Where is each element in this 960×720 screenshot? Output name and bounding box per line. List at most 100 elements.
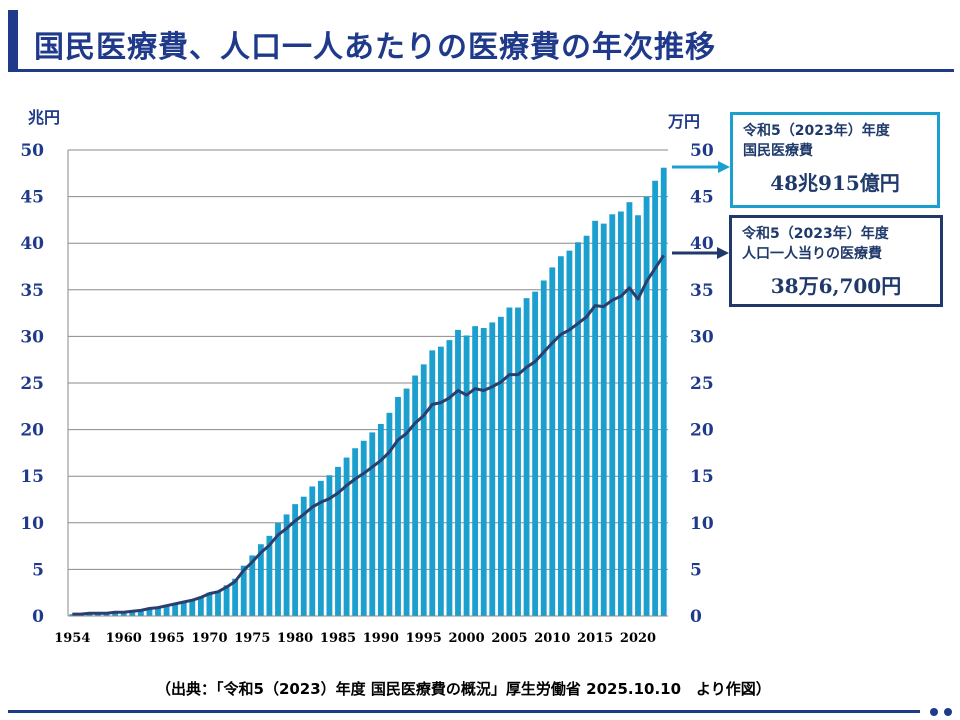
bar [429, 350, 436, 616]
bar [146, 608, 153, 616]
bar [583, 235, 590, 616]
callout-value: 48兆915億円 [770, 171, 900, 195]
callout-value: 38万6,700円 [770, 274, 902, 298]
bar [412, 375, 419, 616]
bar [137, 610, 144, 616]
y-tick-left: 10 [20, 514, 44, 534]
bar [326, 475, 333, 616]
bar [523, 298, 530, 616]
title-accent-bar [8, 10, 18, 72]
title-underline [18, 69, 954, 72]
x-tick: 2015 [577, 631, 613, 646]
line-series [72, 254, 665, 616]
bar [549, 267, 556, 616]
footer-line [8, 710, 920, 713]
axes [67, 150, 668, 617]
bar [660, 167, 667, 616]
callout-year: 令和5（2023年）年度 [743, 123, 890, 139]
bar [197, 596, 204, 616]
callout-label: 人口一人当りの医療費 [742, 246, 882, 262]
bar [566, 250, 573, 616]
callout-arrows [672, 161, 730, 259]
source-note: （出典：「令和5（2023）年度 国民医療費の概況」厚生労働省 2025.10.… [156, 680, 771, 698]
bar [446, 340, 453, 616]
bar [283, 514, 290, 616]
y-tick-left: 15 [20, 467, 44, 487]
bar [300, 496, 307, 616]
x-tick: 2010 [534, 631, 570, 646]
x-tick: 1995 [406, 631, 442, 646]
bar [163, 605, 170, 616]
bar [189, 599, 196, 616]
title-bar: 国民医療費、人口一人あたりの医療費の年次推移 [8, 10, 954, 72]
bar [557, 256, 564, 616]
y-tick-left: 35 [20, 281, 44, 301]
bar [292, 504, 299, 616]
y-tick-left: 5 [32, 560, 44, 580]
y-tick-right: 45 [690, 188, 714, 208]
right-axis-unit: 万円 [668, 112, 701, 131]
x-tick: 1975 [234, 631, 270, 646]
bar [180, 602, 187, 616]
bar [155, 607, 161, 616]
bar [223, 585, 230, 616]
bar [635, 215, 641, 617]
callout-year: 令和5（2023年）年度 [742, 226, 889, 242]
bar [643, 196, 650, 616]
bar [129, 611, 136, 616]
bar [515, 307, 521, 616]
x-tick: 2000 [448, 631, 484, 646]
x-tick: 1965 [148, 631, 184, 646]
bar [386, 412, 393, 616]
y-tick-right: 15 [690, 467, 714, 487]
arrow-head-per-capita [717, 247, 729, 259]
bar-series [69, 167, 667, 617]
bar [506, 307, 513, 616]
y-tick-right: 0 [690, 607, 702, 627]
bar [455, 329, 461, 616]
bar [369, 432, 376, 616]
bar [240, 565, 247, 616]
bar [120, 612, 127, 616]
bar [575, 242, 581, 616]
y-tick-left: 20 [20, 421, 44, 441]
bar [215, 590, 221, 616]
bar [309, 486, 316, 616]
y-tick-right: 30 [690, 327, 714, 347]
bar [420, 364, 427, 616]
bar [249, 555, 256, 616]
bar [352, 448, 359, 616]
bar [652, 180, 659, 617]
bar [275, 522, 281, 616]
bar [480, 328, 487, 616]
bar [472, 326, 479, 616]
bar [437, 346, 444, 616]
x-tick: 2020 [620, 631, 656, 646]
page-title: 国民医療費、人口一人あたりの医療費の年次推移 [34, 30, 716, 65]
x-tick: 1970 [191, 631, 227, 646]
footer-dot [930, 708, 938, 716]
bar [532, 291, 539, 616]
arrow-head-national [718, 161, 730, 173]
y-tick-left: 40 [20, 234, 44, 254]
bar [317, 480, 324, 616]
x-tick: 1960 [106, 631, 142, 646]
bar [403, 388, 410, 616]
per-capita-line [72, 254, 665, 616]
y-tick-left: 25 [20, 374, 44, 394]
y-tick-right: 50 [690, 141, 714, 161]
bar [489, 322, 496, 616]
bar [206, 592, 213, 616]
bar [497, 316, 504, 616]
x-tick: 1990 [363, 631, 399, 646]
y-tick-right: 25 [690, 374, 714, 394]
y-tick-right: 10 [690, 514, 714, 534]
callout-label: 国民医療費 [743, 143, 813, 159]
x-tick: 1954 [54, 631, 90, 646]
bar [360, 440, 367, 616]
bar [335, 466, 341, 616]
bar [112, 612, 119, 616]
bar [232, 578, 239, 616]
